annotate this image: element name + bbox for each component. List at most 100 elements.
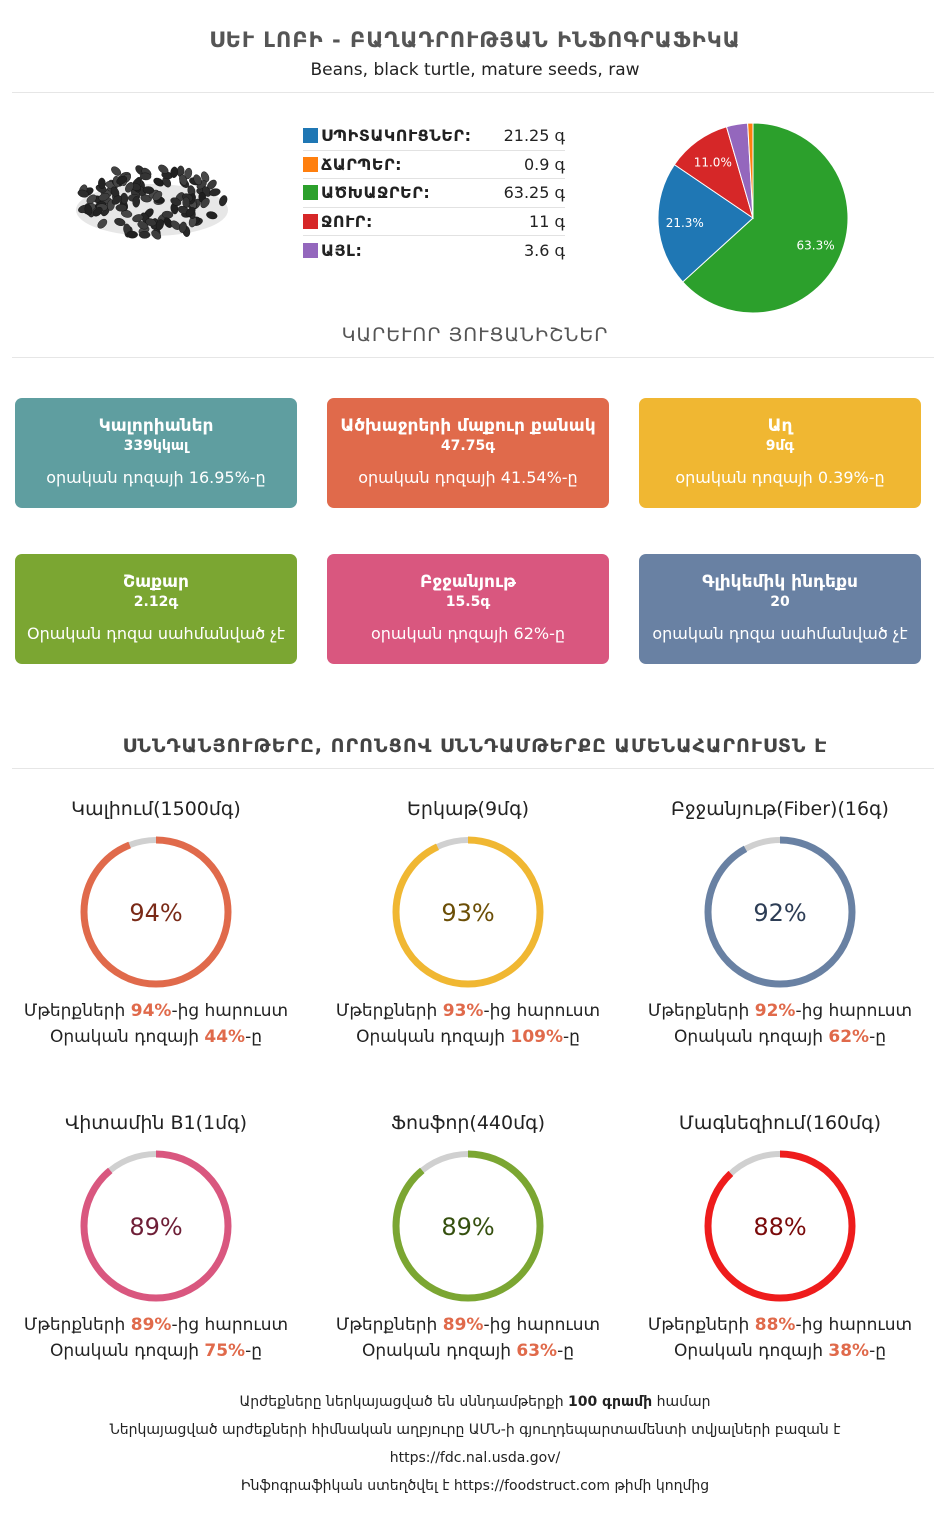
black-beans-image bbox=[76, 164, 228, 240]
page-subtitle: Beans, black turtle, mature seeds, raw bbox=[310, 60, 640, 80]
bean bbox=[116, 175, 128, 185]
bean bbox=[209, 188, 221, 197]
bean bbox=[200, 171, 210, 183]
nutrient-name: Կալիում(1500մգ) bbox=[71, 798, 241, 820]
bean bbox=[178, 221, 187, 233]
bean bbox=[145, 218, 157, 227]
bean bbox=[114, 218, 126, 226]
ring-percent: 89% bbox=[441, 1213, 494, 1241]
bean bbox=[142, 186, 155, 194]
richer-than-text: Մթերքների 89%-ից հարուստ Օրական դոզայի 75… bbox=[23, 1315, 289, 1361]
bean bbox=[170, 197, 182, 206]
richer-than-text: Մթերքների 94%-ից հարուստ Օրական դոզայի 44… bbox=[23, 1001, 289, 1047]
ring-progress bbox=[704, 836, 856, 988]
bean bbox=[111, 195, 122, 205]
footer-source-note: Ներկայացված արժեքների հիմնական աղբյուրը … bbox=[109, 1422, 841, 1438]
bean bbox=[137, 221, 149, 230]
card-note: Օրական դոզա սահմանված չէ bbox=[26, 624, 286, 643]
bean bbox=[132, 214, 144, 223]
nutrient-name: Մագնեզիում(160մգ) bbox=[678, 1112, 882, 1134]
bean bbox=[139, 172, 152, 181]
nutrient-name: Երկաթ(9մգ) bbox=[407, 798, 529, 820]
carbs-swatch bbox=[303, 185, 318, 201]
macro-row-other: ԱՅԼ: 3.6 գ bbox=[303, 236, 565, 265]
progress-ring: 89% bbox=[392, 1150, 544, 1302]
card-title: Կալորիաներ bbox=[98, 416, 214, 436]
ring-progress bbox=[392, 1150, 544, 1302]
card-value: 15.5գ bbox=[445, 594, 491, 610]
nutrient-ring-phosphorus: Ֆոսֆոր(440մգ) 89% Մթերքների 89%-ից հարու… bbox=[318, 1112, 618, 1364]
footer-source-link[interactable]: https://fdc.nal.usda.gov/ bbox=[389, 1450, 561, 1466]
bean bbox=[111, 166, 122, 176]
key-features-heading: ԿԱՐԵՒՈՐ ՅՈՒՑԱՆԻՇՆԵՐ bbox=[341, 324, 609, 346]
progress-ring: 88% bbox=[704, 1150, 856, 1302]
bean bbox=[115, 204, 127, 212]
macro-row-water: ՋՈՒՐ: 11 գ bbox=[303, 208, 565, 236]
card-note: օրական դոզա սահմանված չէ bbox=[652, 624, 908, 643]
card-title: Շաքար bbox=[123, 572, 189, 592]
bean bbox=[151, 230, 162, 240]
card-net-carbs: Ածխաջրերի մաքուր քանակ 47.75գ օրական դոզ… bbox=[327, 398, 609, 508]
card-salt: Աղ 9մգ օրական դոզայի 0.39%-ը bbox=[639, 398, 921, 508]
footer-credit: Ինֆոգրաֆիկան ստեղծվել է https://foodstru… bbox=[240, 1478, 710, 1494]
bean bbox=[125, 182, 134, 193]
bean bbox=[219, 195, 228, 207]
other-swatch bbox=[303, 242, 318, 258]
nutrients-heading: ՍՆՆԴԱՆՅՈՒԹԵՐԸ, ՈՐՈՆՑՈՎ ՍՆՆԴԱՄԹԵՐՔԸ ԱՄԵՆԱ… bbox=[122, 735, 828, 757]
bean bbox=[200, 197, 210, 209]
footer-note-100g: Արժեքները ներկայացված են սննդամթերքի 100… bbox=[239, 1394, 711, 1410]
richer-than-text: Մթերքների 89%-ից հարուստ Օրական դոզայի 63… bbox=[335, 1315, 601, 1361]
bean bbox=[84, 204, 93, 216]
progress-ring: 89% bbox=[80, 1150, 232, 1302]
richer-than-text: Մթերքների 93%-ից հարուստ Օրական դոզայի 10… bbox=[335, 1001, 601, 1047]
macro-label: ՃԱՐՊԵՐ: bbox=[321, 154, 403, 174]
macro-label: ՋՈՒՐ: bbox=[321, 211, 373, 231]
bean bbox=[77, 189, 89, 198]
bean bbox=[86, 194, 97, 204]
macro-row-protein: ՍՊԻՏԱԿՈՒՑՆԵՐ: 21.25 գ bbox=[303, 122, 565, 151]
ring-percent: 93% bbox=[441, 899, 494, 927]
macro-pie-chart: 63.3% 21.3% 11.0% bbox=[657, 122, 849, 314]
card-value: 9մգ bbox=[765, 438, 795, 454]
bean bbox=[97, 218, 108, 229]
ring-percent: 89% bbox=[129, 1213, 182, 1241]
ring-percent: 92% bbox=[753, 899, 806, 927]
card-title: Աղ bbox=[767, 416, 793, 436]
ring-progress bbox=[392, 836, 544, 988]
fat-swatch bbox=[303, 156, 318, 172]
pie-slice-label: 63.3% bbox=[796, 239, 834, 253]
pie-slice-label: 11.0% bbox=[694, 156, 732, 170]
nutrient-ring-magnesium: Մագնեզիում(160մգ) 88% Մթերքների 88%-ից հ… bbox=[630, 1112, 930, 1364]
card-note: օրական դոզայի 0.39%-ը bbox=[675, 468, 885, 487]
pie-slice bbox=[657, 163, 754, 283]
bean bbox=[193, 174, 202, 186]
bean bbox=[152, 191, 163, 201]
macro-value: 11 գ bbox=[529, 211, 565, 231]
macro-label: ՍՊԻՏԱԿՈՒՑՆԵՐ: bbox=[321, 126, 472, 146]
page-title: ՍԵՒ ԼՈԲԻ - ԲԱՂԱԴՐՈՒԹՅԱՆ ԻՆՖՈԳՐԱՖԻԿԱ bbox=[209, 28, 741, 52]
progress-ring: 94% bbox=[80, 836, 232, 988]
nutrient-ring-vitamin-b1: Վիտամին B1(1մգ) 89% Մթերքների 89%-ից հար… bbox=[6, 1112, 306, 1364]
macro-label: ԱԾԽԱՋՐԵՐ: bbox=[321, 183, 431, 203]
bean bbox=[185, 207, 196, 217]
card-calories: Կալորիաներ 339կկալ օրական դոզայի 16.95%-… bbox=[15, 398, 297, 508]
card-value: 339կկալ bbox=[123, 438, 189, 454]
ring-percent: 88% bbox=[753, 1213, 806, 1241]
water-swatch bbox=[303, 213, 318, 229]
card-value: 2.12գ bbox=[133, 594, 179, 610]
macro-row-fat: ՃԱՐՊԵՐ: 0.9 գ bbox=[303, 151, 565, 179]
card-value: 47.75գ bbox=[440, 438, 496, 454]
ring-progress bbox=[80, 836, 232, 988]
foodstruct-link[interactable]: https://foodstruct.com bbox=[453, 1478, 610, 1494]
card-note: օրական դոզայի 62%-ը bbox=[371, 624, 565, 643]
pie-slice bbox=[682, 122, 849, 314]
bean bbox=[206, 211, 218, 220]
nutrient-ring-fiber: Բջջանյութ(Fiber)(16գ) 92% Մթերքների 92%-… bbox=[630, 798, 930, 1050]
bean bbox=[138, 230, 151, 239]
pie-slice bbox=[747, 122, 754, 219]
macro-value: 0.9 գ bbox=[523, 154, 565, 174]
bean bbox=[126, 230, 138, 239]
progress-ring: 92% bbox=[704, 836, 856, 988]
ring-progress bbox=[704, 1150, 856, 1302]
card-title: Բջջանյութ bbox=[420, 572, 516, 592]
